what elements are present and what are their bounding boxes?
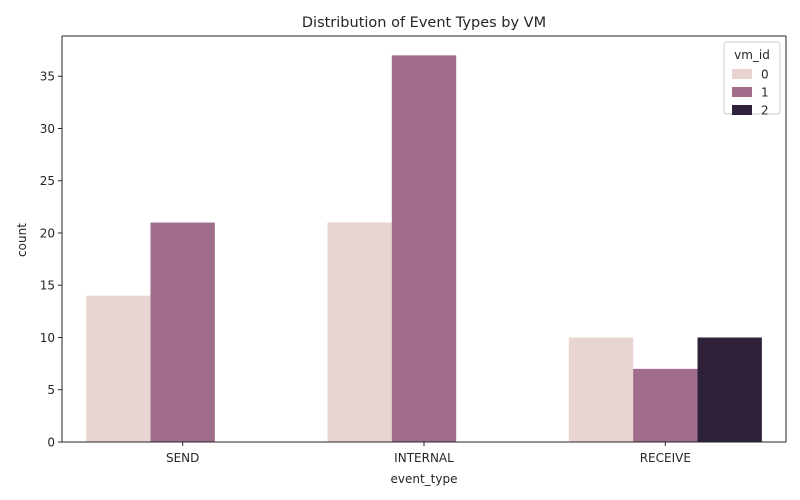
legend-label-vm-2: 2 xyxy=(761,104,769,118)
y-tick-label: 30 xyxy=(40,122,55,136)
chart-title: Distribution of Event Types by VM xyxy=(302,15,546,31)
bar-internal-vm-0 xyxy=(327,222,392,442)
y-tick-label: 0 xyxy=(47,435,55,449)
legend-label-vm-0: 0 xyxy=(761,68,769,82)
bar-receive-vm-0 xyxy=(568,337,634,442)
bar-send-vm-1 xyxy=(150,222,215,442)
y-tick-label: 25 xyxy=(40,174,55,188)
legend-title: vm_id xyxy=(734,48,770,62)
x-tick-label: SEND xyxy=(166,451,199,465)
legend-swatch-vm-2 xyxy=(732,105,752,115)
legend-swatch-vm-0 xyxy=(732,69,752,79)
y-tick-label: 10 xyxy=(40,331,55,345)
bar-receive-vm-1 xyxy=(633,368,698,442)
bar-internal-vm-1 xyxy=(391,55,457,442)
bars-layer xyxy=(86,55,762,442)
bar-receive-vm-2 xyxy=(697,337,762,442)
x-axis-label: event_type xyxy=(391,472,458,486)
y-tick-label: 35 xyxy=(40,70,55,84)
legend: vm_id 0 1 2 xyxy=(723,41,781,118)
x-tick-label: INTERNAL xyxy=(394,451,454,465)
x-tick-label: RECEIVE xyxy=(640,451,691,465)
legend-label-vm-1: 1 xyxy=(761,86,769,100)
y-tick-label: 20 xyxy=(40,226,55,240)
y-tick-label: 5 xyxy=(47,383,55,397)
bar-send-vm-0 xyxy=(86,295,151,442)
y-axis-label: count xyxy=(15,223,29,257)
y-tick-label: 15 xyxy=(40,279,55,293)
legend-swatch-vm-1 xyxy=(732,87,752,97)
